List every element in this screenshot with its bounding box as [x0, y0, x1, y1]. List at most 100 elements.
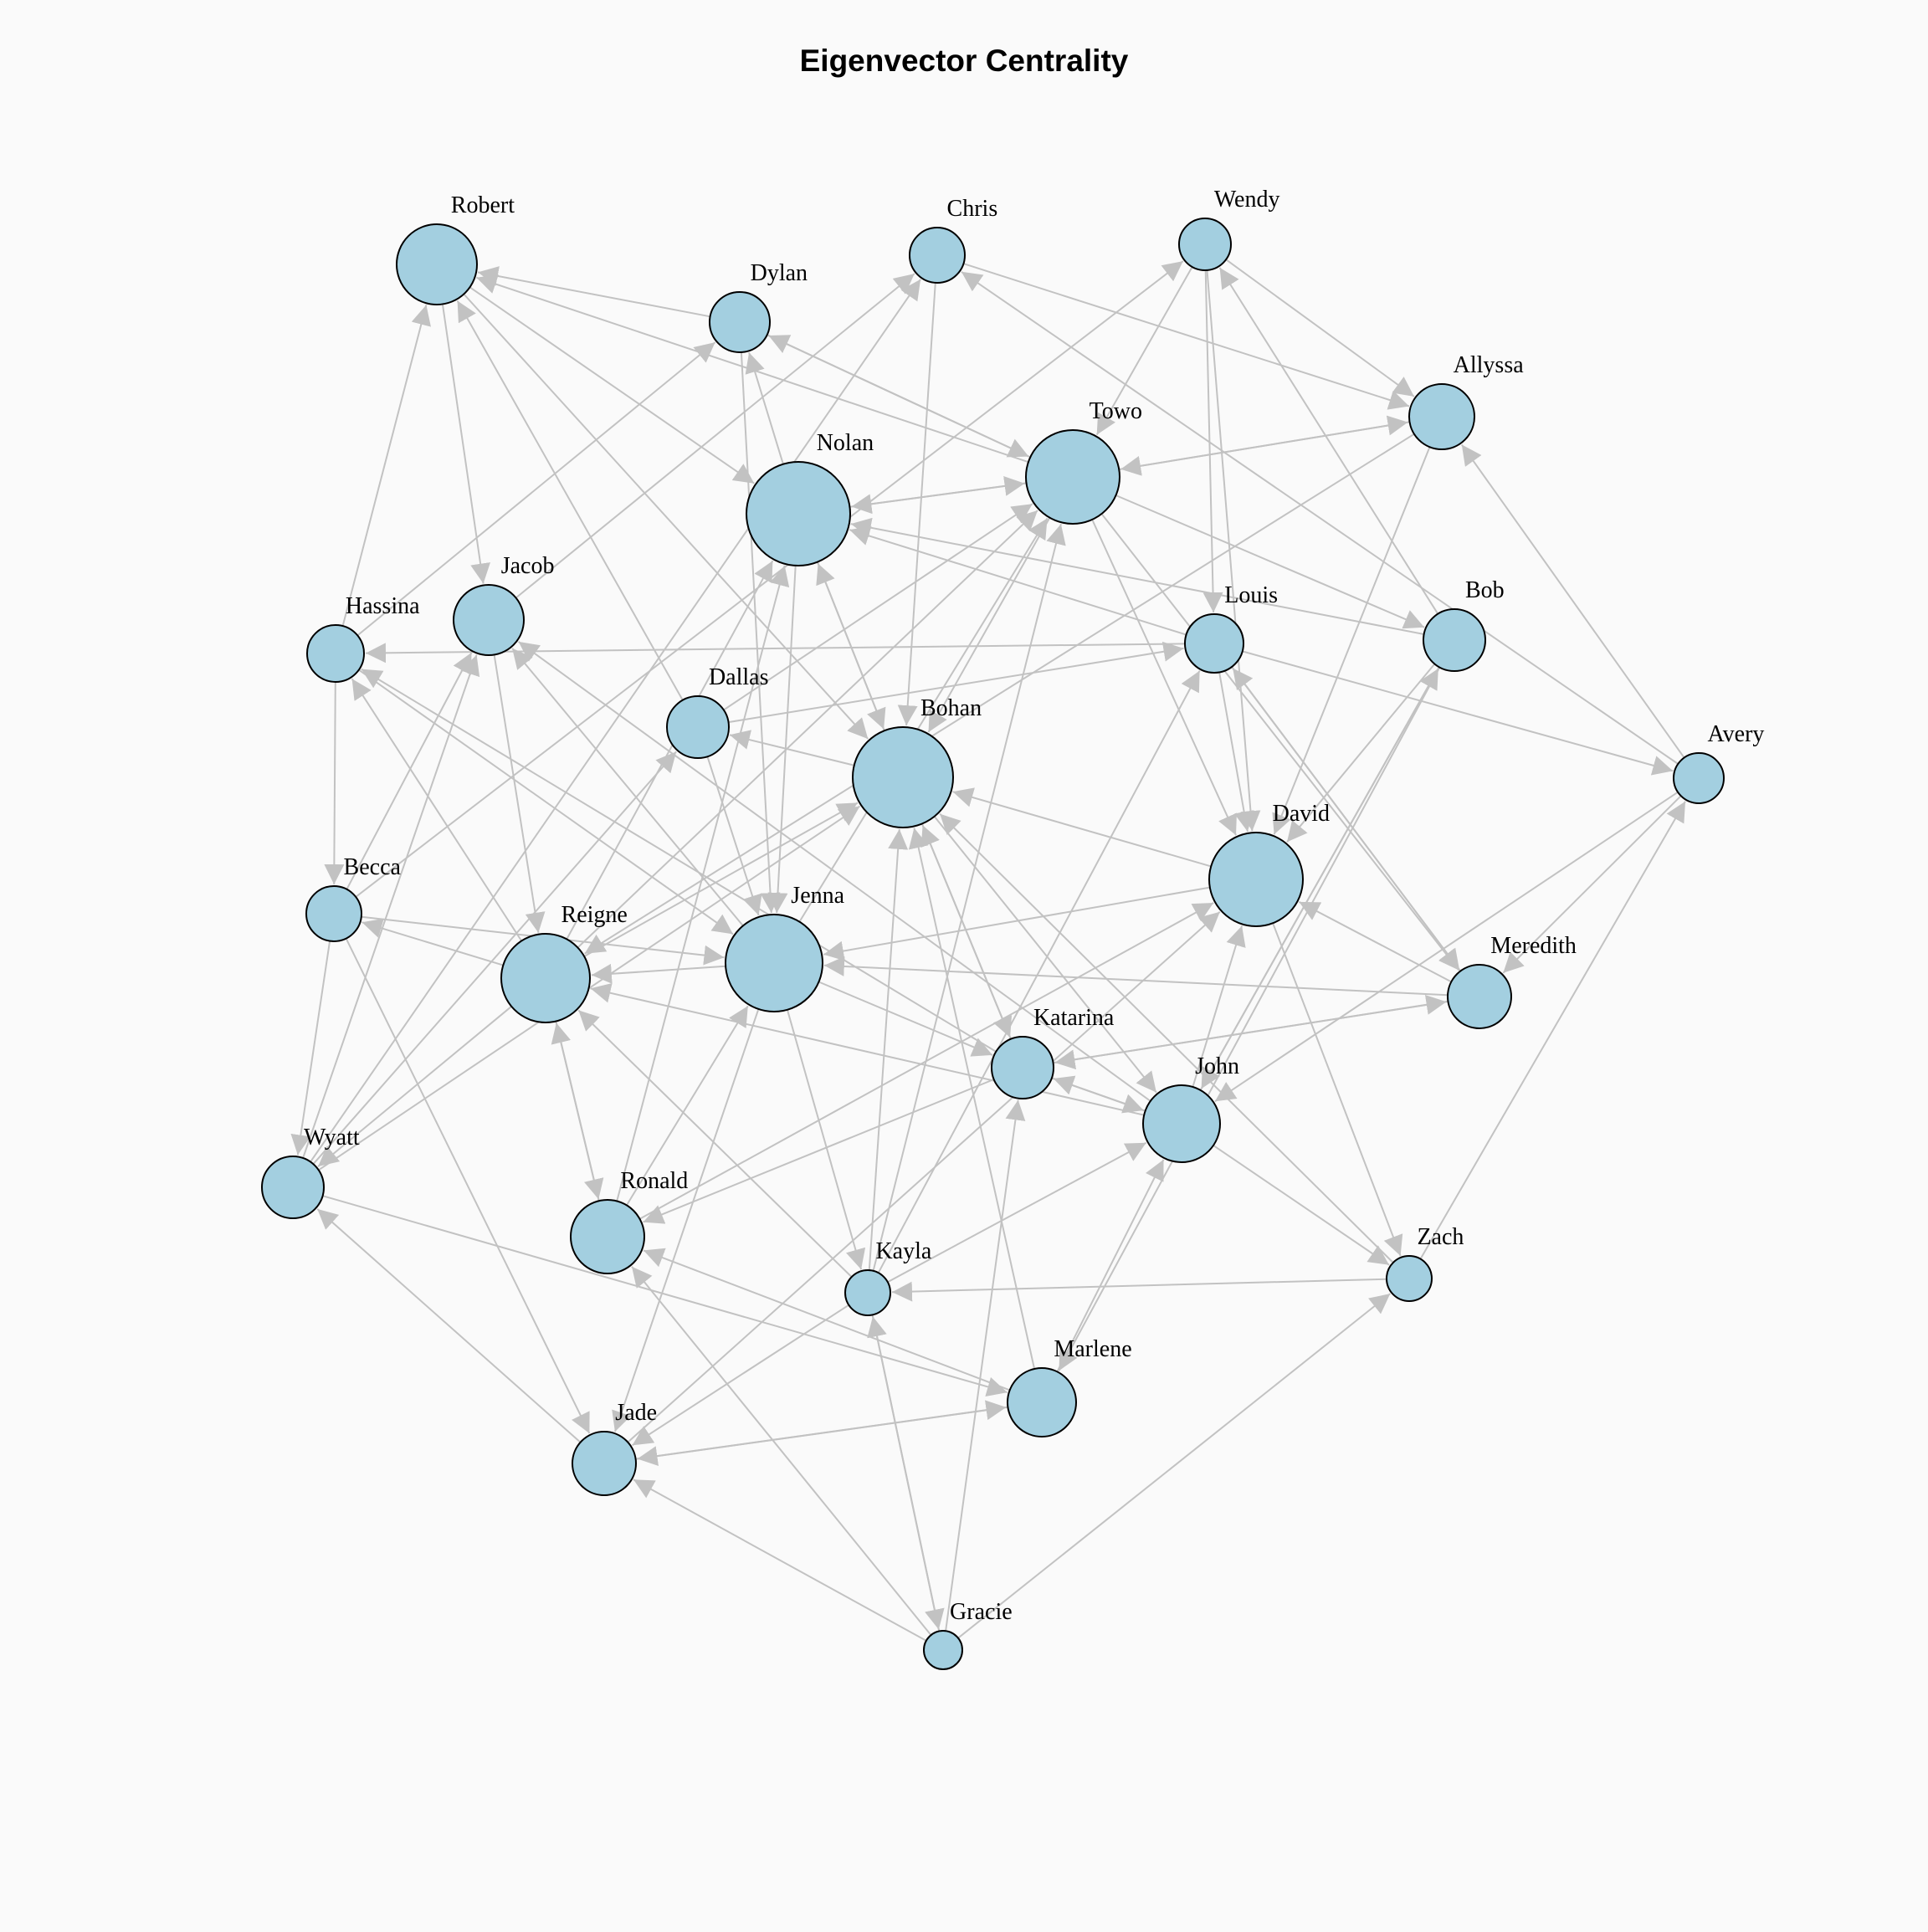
edge-david-to-zach	[1272, 922, 1403, 1257]
edge-nolan-to-dylan	[745, 352, 784, 464]
node-circle-avery[interactable]	[1673, 752, 1725, 804]
node-label-zach: Zach	[1417, 1224, 1464, 1250]
node-circle-hassina[interactable]	[306, 624, 365, 683]
node-circle-jenna[interactable]	[725, 914, 823, 1012]
edge-ronald-to-david	[639, 902, 1214, 1220]
edge-hassina-to-robert	[341, 305, 431, 627]
node-label-avery: Avery	[1708, 721, 1765, 747]
edge-meredith-to-jenna	[823, 956, 1449, 997]
node-allyssa[interactable]: Allyssa	[1408, 352, 1524, 450]
node-hassina[interactable]: Hassina	[306, 593, 420, 683]
node-circle-ronald[interactable]	[570, 1199, 645, 1274]
node-label-gracie: Gracie	[950, 1599, 1013, 1625]
node-label-towo: Towo	[1090, 398, 1142, 424]
node-circle-allyssa[interactable]	[1408, 383, 1475, 450]
edge-wyatt-to-dallas	[312, 751, 677, 1165]
node-circle-marlene[interactable]	[1007, 1367, 1077, 1437]
node-robert[interactable]: Robert	[396, 192, 515, 305]
edge-allyssa-to-david	[1272, 446, 1431, 835]
node-gracie[interactable]: Gracie	[923, 1599, 1013, 1670]
node-david[interactable]: David	[1208, 801, 1330, 927]
node-circle-wyatt[interactable]	[261, 1156, 325, 1219]
node-label-jade: Jade	[615, 1400, 657, 1426]
node-circle-zach[interactable]	[1386, 1255, 1433, 1302]
node-bob[interactable]: Bob	[1423, 577, 1505, 672]
node-marlene[interactable]: Marlene	[1007, 1336, 1132, 1437]
edge-john-to-david	[1192, 925, 1246, 1088]
node-circle-towo[interactable]	[1025, 429, 1120, 525]
node-circle-nolan[interactable]	[746, 461, 851, 566]
node-circle-dallas[interactable]	[666, 695, 730, 759]
node-katarina[interactable]: Katarina	[991, 1005, 1115, 1099]
node-wendy[interactable]: Wendy	[1178, 187, 1279, 271]
node-circle-meredith[interactable]	[1447, 964, 1512, 1029]
node-label-hassina: Hassina	[346, 593, 420, 619]
edge-kayla-to-jade	[632, 1304, 849, 1447]
node-jade[interactable]: Jade	[572, 1400, 657, 1496]
edge-wyatt-to-jacob	[302, 654, 480, 1159]
node-jenna[interactable]: Jenna	[725, 883, 845, 1012]
edge-wendy-to-louis	[1202, 269, 1223, 613]
node-circle-gracie[interactable]	[923, 1630, 963, 1670]
node-circle-bohan[interactable]	[852, 726, 954, 828]
node-label-robert: Robert	[451, 192, 515, 218]
edge-jacob-to-chris	[515, 273, 915, 599]
node-john[interactable]: John	[1142, 1053, 1239, 1163]
edge-jenna-to-towo	[798, 517, 1049, 923]
edge-gracie-to-ronald	[631, 1266, 932, 1636]
node-label-ronald: Ronald	[620, 1168, 688, 1194]
node-louis[interactable]: Louis	[1184, 582, 1278, 674]
edge-kayla-to-louis	[877, 670, 1201, 1273]
node-label-david: David	[1273, 801, 1330, 827]
node-meredith[interactable]: Meredith	[1447, 933, 1577, 1029]
node-dallas[interactable]: Dallas	[666, 664, 768, 759]
node-circle-jade[interactable]	[572, 1431, 637, 1496]
edge-bohan-to-dallas	[729, 730, 854, 766]
node-avery[interactable]: Avery	[1673, 721, 1765, 804]
edge-becca-to-wendy	[355, 260, 1184, 898]
node-circle-louis[interactable]	[1184, 613, 1244, 674]
node-circle-john[interactable]	[1142, 1084, 1221, 1163]
node-circle-wendy[interactable]	[1178, 218, 1232, 271]
edge-avery-to-meredith	[1502, 795, 1682, 974]
node-reigne[interactable]: Reigne	[500, 902, 628, 1023]
edge-jenna-to-kayla	[786, 1009, 866, 1270]
node-circle-bob[interactable]	[1423, 608, 1486, 672]
node-circle-becca[interactable]	[305, 885, 362, 942]
edge-chris-to-allyssa	[963, 263, 1410, 410]
edge-gracie-to-katarina	[945, 1099, 1026, 1632]
node-circle-reigne[interactable]	[500, 933, 591, 1023]
edge-meredith-to-david	[1298, 901, 1452, 983]
node-bohan[interactable]: Bohan	[852, 695, 982, 828]
edge-bob-to-david	[1286, 663, 1436, 843]
node-becca[interactable]: Becca	[305, 854, 402, 942]
edge-david-to-bohan	[952, 787, 1212, 868]
edge-reigne-to-towo	[577, 510, 1038, 949]
node-nolan[interactable]: Nolan	[746, 430, 874, 566]
node-circle-kayla[interactable]	[844, 1269, 891, 1316]
edge-becca-to-jade	[345, 938, 591, 1434]
node-ronald[interactable]: Ronald	[570, 1168, 688, 1274]
node-zach[interactable]: Zach	[1386, 1224, 1464, 1302]
node-wyatt[interactable]: Wyatt	[261, 1125, 360, 1219]
node-circle-chris[interactable]	[909, 227, 966, 284]
node-label-becca: Becca	[344, 854, 402, 880]
node-jacob[interactable]: Jacob	[453, 553, 554, 656]
node-circle-david[interactable]	[1208, 832, 1304, 927]
edge-hassina-to-jenna	[358, 669, 734, 935]
edge-dallas-to-jenna	[706, 756, 762, 916]
edge-dallas-to-louis	[728, 641, 1184, 724]
node-circle-robert[interactable]	[396, 223, 478, 305]
node-kayla[interactable]: Kayla	[844, 1238, 932, 1316]
edge-chris-to-bohan	[897, 282, 936, 726]
edge-robert-to-nolan	[469, 286, 755, 484]
node-circle-jacob[interactable]	[453, 584, 525, 656]
node-circle-katarina[interactable]	[991, 1036, 1054, 1099]
node-chris[interactable]: Chris	[909, 196, 997, 284]
node-towo[interactable]: Towo	[1025, 398, 1142, 525]
node-circle-dylan[interactable]	[709, 291, 771, 353]
edge-towo-to-meredith	[1100, 513, 1460, 971]
edge-hassina-to-dylan	[356, 341, 716, 637]
node-dylan[interactable]: Dylan	[709, 260, 808, 353]
node-label-dylan: Dylan	[751, 260, 808, 286]
